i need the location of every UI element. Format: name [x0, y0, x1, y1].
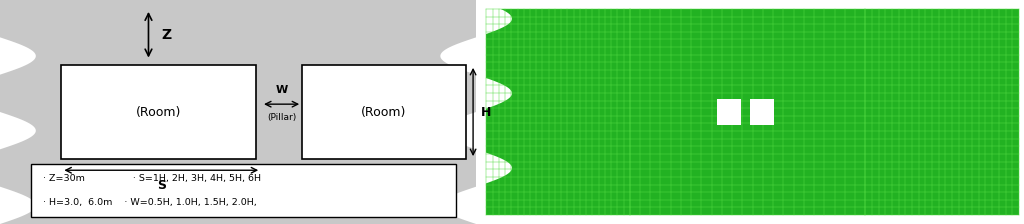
Text: (Pillar): (Pillar)	[267, 113, 296, 122]
Bar	[750, 99, 774, 125]
Bar	[717, 99, 741, 125]
Polygon shape	[0, 0, 36, 224]
Text: (Room): (Room)	[361, 106, 407, 118]
Bar	[61, 65, 256, 159]
Bar	[0, 0, 476, 224]
Text: · H=3.0,  6.0m    · W=0.5H, 1.0H, 1.5H, 2.0H,: · H=3.0, 6.0m · W=0.5H, 1.0H, 1.5H, 2.0H…	[43, 198, 257, 207]
Text: H: H	[481, 106, 492, 118]
Text: S: S	[157, 179, 166, 192]
Bar	[31, 164, 456, 217]
Text: W: W	[275, 85, 288, 95]
Text: Z: Z	[162, 28, 172, 42]
Bar	[302, 65, 466, 159]
Bar	[486, 9, 1019, 215]
Polygon shape	[440, 0, 512, 224]
Text: · Z=30m                · S=1H, 2H, 3H, 4H, 5H, 6H: · Z=30m · S=1H, 2H, 3H, 4H, 5H, 6H	[43, 174, 261, 183]
Text: (Room): (Room)	[136, 106, 181, 118]
